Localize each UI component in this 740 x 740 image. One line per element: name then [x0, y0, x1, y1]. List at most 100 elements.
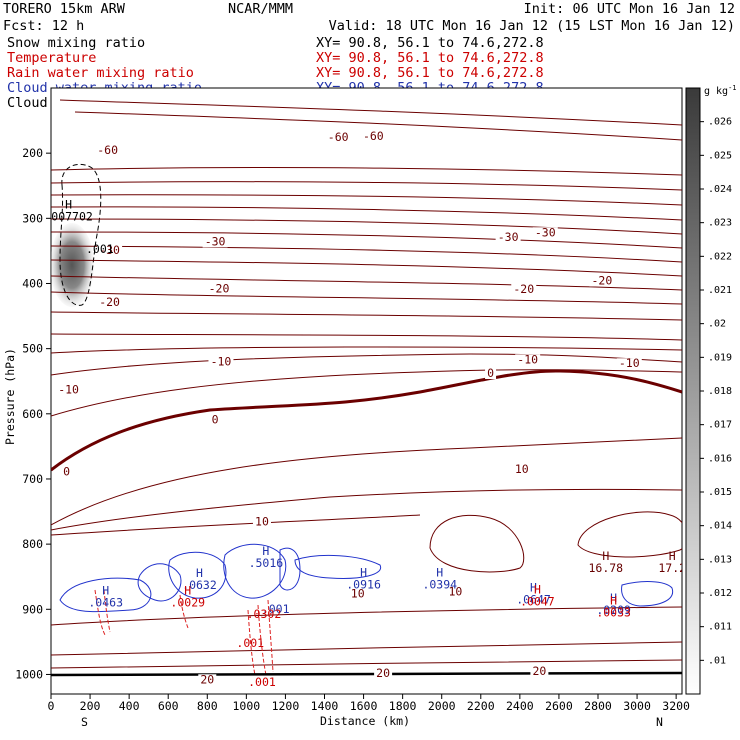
contour-label-bg: [198, 674, 217, 686]
isotherm-line: [51, 311, 682, 321]
contour-label-bg: [512, 463, 531, 475]
x-tick-label: 3200: [662, 699, 690, 713]
extremum-value: .001: [236, 636, 264, 650]
contour-label-bg: [202, 236, 228, 248]
colorbar-tick-label: .025: [708, 150, 732, 161]
isotherm-line: [51, 245, 682, 263]
rain-contour: [94, 589, 106, 636]
legend-label: Rain water mixing ratio: [7, 65, 194, 81]
temperature-contour-label: -30: [205, 234, 226, 248]
extremum-marker: H: [262, 544, 269, 558]
extremum-value: .0916: [346, 577, 381, 591]
x-tick-label: 1200: [272, 699, 300, 713]
extremum-value: .0029: [170, 596, 205, 610]
x-tick-label: 800: [197, 699, 218, 713]
temperature-contour-label: -20: [209, 281, 230, 295]
contour-label-bg: [348, 588, 367, 600]
cloud-water-contour: [168, 551, 227, 599]
isotherm-line: [51, 437, 682, 526]
temperature-contour-label: -10: [211, 354, 232, 368]
temperature-contour-label: -20: [513, 282, 534, 296]
contour-label-bg: [485, 368, 497, 380]
x-tick-label: 2000: [428, 699, 456, 713]
contour-label-bg: [325, 132, 351, 144]
extremum-marker: H: [184, 584, 191, 598]
extremum-value: .0033: [596, 606, 631, 620]
isotherm-line: [51, 333, 682, 341]
x-tick-label: 2400: [506, 699, 534, 713]
x-tick-label: 0: [48, 699, 55, 713]
contour-label-bg: [97, 296, 123, 308]
contour-label-bg: [374, 667, 393, 679]
colorbar: g kg-1 .01.011.012.013.014.015.016.017.0…: [685, 84, 737, 695]
x-tick-label: 1400: [311, 699, 339, 713]
colorbar-tick-label: .023: [708, 218, 732, 229]
legend-label: Temperature: [7, 50, 96, 66]
colorbar-tick-label: .013: [708, 554, 732, 565]
temperature-contour-label: 10: [255, 515, 269, 529]
isotherm-line: [51, 275, 682, 291]
isotherm-line: [59, 99, 682, 126]
y-tick-label: 800: [22, 537, 43, 551]
colorbar-tick-label: .021: [708, 285, 732, 296]
header: TORERO 15km ARW NCAR/MMM Init: 06 UTC Mo…: [3, 1, 735, 34]
y-tick-label: 1000: [15, 667, 43, 681]
y-tick-label: 900: [22, 602, 43, 616]
contour-label-bg: [97, 244, 123, 256]
colorbar-tick-label: .014: [708, 521, 732, 532]
contour-label-bg: [532, 227, 558, 239]
cloud-water-contour: [294, 554, 382, 579]
temperature-contour-label: -10: [58, 382, 79, 396]
temperature-contour-label: -20: [592, 273, 613, 287]
isotherm-line: [74, 111, 682, 141]
extremum-marker: H: [610, 591, 617, 605]
extremum-value: .0632: [182, 578, 217, 592]
temperature-contour-label: 10: [448, 584, 462, 598]
y-tick-label: 600: [22, 407, 43, 421]
colorbar-tick-label: .022: [708, 251, 732, 262]
temperature-contour-label: 20: [200, 672, 214, 686]
extremum-marker: H: [669, 549, 676, 563]
isotherm-line: [51, 181, 682, 191]
init-time: Init: 06 UTC Mon 16 Jan 12: [524, 1, 735, 17]
rain-contour: [247, 609, 256, 676]
contour-labels: -60 -60 -60 -30 -30 -30 -30 -20 -20 -20 -20 -10 -10 -…: [51, 129, 682, 689]
colorbar-tick-label: .026: [708, 117, 732, 128]
org-title: NCAR/MMM: [228, 1, 293, 17]
isotherm-line: [51, 641, 682, 656]
plot-frame: [50, 87, 683, 695]
cloud-water-contour: [59, 577, 152, 613]
y-tick-label: 200: [22, 146, 43, 160]
colorbar-ticks: .01 .011 .012 .013 .014 .015 .016 .017 .018 .019.…: [700, 117, 732, 666]
contour-label-bg: [446, 586, 465, 598]
axes: 0 200 400 600 800 1000 1200 1400 1600 1800 2000 220…: [15, 146, 690, 713]
cloud-water-contour: [137, 563, 182, 602]
temperature-contour-label: 10: [515, 462, 529, 476]
endpoint-right: N: [656, 715, 663, 729]
temperature-contour-label: 0: [487, 366, 494, 380]
rain-contour: [257, 604, 267, 676]
extremum-marker: H: [65, 197, 72, 211]
colorbar-tick-label: .02: [708, 319, 726, 330]
zero-degree-isotherm: [51, 369, 682, 472]
warm-closed-contour: [429, 514, 525, 573]
x-tick-label: 2800: [584, 699, 612, 713]
contour-label-bg: [360, 130, 386, 142]
contour-label-bg: [56, 384, 82, 396]
temperature-contour-label: 20: [532, 664, 546, 678]
extremum-value: .001: [248, 675, 276, 689]
extremum-marker: H: [102, 584, 109, 598]
contour-label-bg: [206, 283, 232, 295]
colorbar-units: g kg-1: [704, 84, 737, 97]
extremum-value: .0647: [516, 592, 551, 606]
x-tick-label: 2600: [545, 699, 573, 713]
isotherm-line: [51, 218, 682, 235]
rain-contour: [179, 594, 189, 629]
contour-label-bg: [511, 283, 537, 295]
contour-label-bg: [616, 358, 642, 370]
extremum-value: .5016: [249, 556, 284, 570]
temperature-contour-label: -20: [99, 295, 120, 309]
extremum-value: .001: [262, 602, 290, 616]
isotherm-line: [51, 259, 682, 277]
ground-surface: [51, 671, 682, 677]
